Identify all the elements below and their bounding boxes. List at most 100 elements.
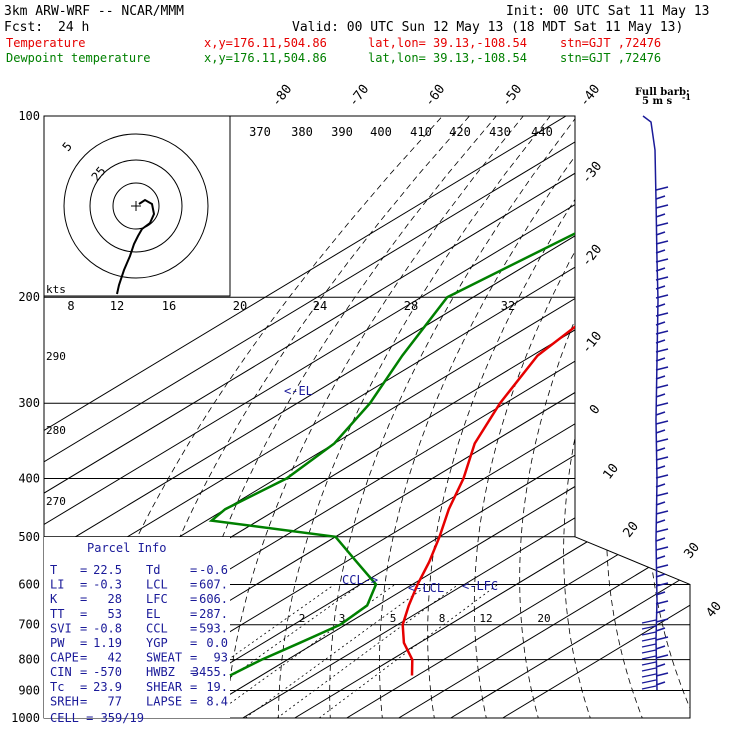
parcel-info-cell: 28 (108, 592, 122, 606)
parcel-info-cell: -0.3 (93, 578, 122, 592)
parcel-info-cell: Tc (50, 680, 64, 694)
wind-barb (655, 519, 666, 524)
theta-e-label: 270 (46, 495, 66, 508)
parcel-info-cell: SWEAT (146, 651, 182, 665)
isotherm-label: -20 (579, 242, 605, 270)
isotherm-label: -70 (346, 82, 372, 110)
wind-barb (655, 195, 666, 200)
isotherm-label: -40 (577, 82, 603, 110)
pressure-tick-label: 300 (18, 396, 40, 410)
parcel-info-cell: = (190, 592, 197, 606)
wind-barb (655, 429, 666, 434)
parcel-info-cell: 23.9 (93, 680, 122, 694)
parcel-info-cell: = (80, 680, 87, 694)
parcel-info-cell: 8.4 (206, 694, 228, 708)
wind-barb (655, 375, 666, 380)
wind-barb (655, 204, 669, 209)
wind-barb (655, 294, 669, 299)
parcel-info-cell: T (50, 563, 57, 577)
forecast-label: Fcst: (4, 20, 43, 35)
parcel-info-cell: -0.6 (199, 563, 228, 577)
wind-barb (655, 510, 669, 515)
dry-adiabat (329, 116, 578, 718)
wind-barb (655, 573, 666, 578)
mixing-ratio-label: 3 (339, 612, 346, 625)
wind-barb (641, 631, 657, 636)
wind-barb (655, 213, 666, 218)
wind-barb (655, 501, 666, 506)
mixing-ratio-label: 2 (299, 612, 306, 625)
wind-barb (655, 258, 669, 263)
parcel-info-cell: -0.8 (93, 621, 122, 635)
wind-barb (655, 483, 666, 488)
theta-label: 400 (370, 125, 392, 139)
wind-barb (655, 321, 666, 326)
wind-barb (655, 312, 669, 317)
hodograph-speed-label: 24 (313, 299, 327, 313)
parcel-info-cell: = (190, 621, 197, 635)
parcel-info-cell: HWBZ (146, 665, 175, 679)
theta-label: 440 (531, 125, 553, 139)
wind-barb (655, 303, 666, 308)
dry-adiabat (563, 116, 690, 718)
pressure-tick-label: 100 (18, 109, 40, 123)
parcel-info-cell: LFC (146, 592, 168, 606)
wind-barb (655, 447, 666, 452)
wind-barb (655, 564, 669, 569)
isotherm-label: -80 (269, 82, 295, 110)
isotherm-line (44, 116, 567, 718)
wind-legend-label: Full barb: (635, 87, 690, 98)
pressure-tick-label: 900 (18, 683, 40, 697)
dry-adiabat (473, 116, 659, 718)
parcel-info-cell: SREH (50, 694, 79, 708)
dry-adiabat (687, 116, 690, 718)
wind-barb (655, 267, 666, 272)
wind-barb (641, 661, 657, 666)
pressure-tick-label: 600 (18, 577, 40, 591)
isotherm-label: -50 (499, 82, 525, 110)
pressure-tick-label: 700 (18, 618, 40, 632)
dry-adiabat (277, 116, 551, 718)
wind-barb (641, 685, 657, 690)
wind-barb (655, 474, 669, 479)
parcel-info-cell: 606. (199, 592, 228, 606)
wind-barb (655, 528, 669, 533)
parcel-info-cell: 19. (206, 680, 228, 694)
wind-staff (642, 115, 659, 691)
wind-barb (655, 582, 669, 587)
wind-barb (655, 186, 669, 191)
series-xy-dewpoint: x,y=176.11,504.86 (204, 51, 327, 65)
parcel-info-cell: = (80, 665, 87, 679)
isotherm-line (190, 116, 690, 718)
parcel-info-cell: LAPSE (146, 694, 182, 708)
wind-barb (655, 420, 669, 425)
parcel-info-cell: 53 (108, 607, 122, 621)
pressure-tick-label: 200 (18, 290, 40, 304)
hodograph-speed-label: 16 (162, 299, 176, 313)
wind-barb (655, 249, 666, 254)
parcel-info-cell: PW (50, 636, 65, 650)
wind-barb (655, 591, 666, 596)
isotherm-label: -30 (579, 159, 605, 187)
hodograph-speed-label: 8 (67, 299, 74, 313)
wind-barb (655, 330, 669, 335)
wind-barb (641, 679, 657, 684)
series-latlon-temperature: lat,lon= 39.13,-108.54 (368, 36, 527, 50)
mixing-ratio-label: 20 (537, 612, 550, 625)
parcel-info-cell: 287. (199, 607, 228, 621)
isotherm-line (398, 116, 690, 718)
wind-barb (641, 619, 657, 624)
wind-barb (655, 618, 669, 623)
wind-barb (655, 393, 666, 398)
parcel-info-cell: = (190, 694, 197, 708)
parcel-info-cell: CIN (50, 665, 72, 679)
parcel-info-cell: K (50, 592, 58, 606)
parcel-info-cell: 22.5 (93, 563, 122, 577)
parcel-info-cell: Td (146, 563, 160, 577)
wind-barb (655, 276, 669, 281)
mixing-ratio-label: 12 (479, 612, 492, 625)
parcel-info-cell: CCL (146, 621, 168, 635)
parcel-info-cell: SHEAR (146, 680, 183, 694)
isotherm-line (502, 116, 690, 718)
wind-barb (655, 240, 669, 245)
